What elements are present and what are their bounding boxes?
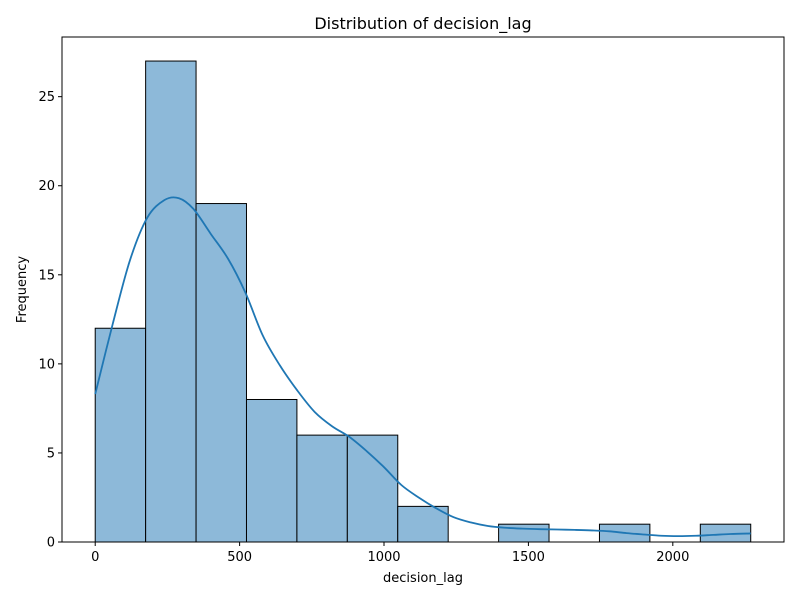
chart-title: Distribution of decision_lag — [314, 14, 531, 34]
x-tick-label: 0 — [91, 550, 99, 565]
x-tick-label: 2000 — [656, 550, 689, 565]
x-axis-label: decision_lag — [383, 571, 463, 586]
x-axis-ticks: 0 500 1000 1500 2000 — [91, 542, 689, 565]
bars-group — [94, 60, 752, 543]
histogram-bar — [296, 434, 348, 543]
histogram-bar — [346, 434, 399, 543]
y-tick-label: 15 — [38, 268, 55, 283]
y-tick-label: 10 — [38, 357, 55, 372]
histogram-bar — [195, 203, 247, 543]
kde-curve — [94, 196, 751, 538]
plot-frame — [61, 36, 785, 543]
x-tick-label: 1000 — [367, 550, 400, 565]
x-tick-label: 500 — [227, 550, 252, 565]
histogram-bar — [245, 398, 298, 543]
y-tick-label: 25 — [38, 90, 55, 105]
y-axis-ticks: 0 5 10 15 20 25 — [38, 90, 62, 551]
histogram-bar — [498, 523, 550, 543]
y-axis-label: Frequency — [15, 256, 30, 323]
y-tick-label: 20 — [38, 179, 55, 194]
x-tick-label: 1500 — [512, 550, 545, 565]
histogram-bar — [145, 60, 197, 543]
y-tick-label: 5 — [47, 446, 55, 461]
histogram-bar — [397, 505, 449, 543]
y-tick-label: 0 — [47, 536, 55, 551]
